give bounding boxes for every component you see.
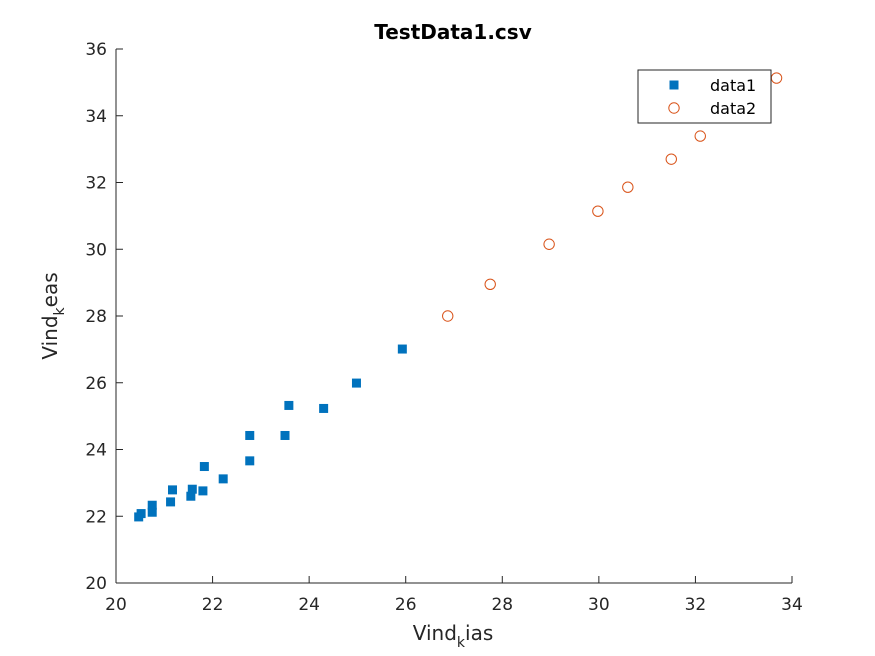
data-point <box>147 507 157 517</box>
x-axis-ticks: 20 22 24 26 28 30 32 34 <box>105 576 803 615</box>
data-point <box>187 484 197 494</box>
data-point <box>198 486 208 496</box>
y-tick-label: 36 <box>85 40 107 60</box>
data-point <box>351 378 361 388</box>
data-point <box>186 491 196 501</box>
x-tick-label: 24 <box>298 595 320 615</box>
x-tick-label: 28 <box>491 595 513 615</box>
y-tick-label: 34 <box>85 107 107 127</box>
data-point <box>136 509 146 519</box>
data-point <box>543 238 555 250</box>
x-tick-label: 32 <box>685 595 707 615</box>
data-point <box>245 456 255 466</box>
chart-title: TestData1.csv <box>374 20 531 44</box>
x-tick-label: 26 <box>395 595 417 615</box>
x-tick-label: 34 <box>781 595 803 615</box>
data-point <box>199 462 209 472</box>
legend-label: data2 <box>710 99 756 118</box>
legend-label: data1 <box>710 76 756 95</box>
x-tick-label: 22 <box>202 595 224 615</box>
series-data1 <box>134 344 407 522</box>
data-point <box>442 310 454 322</box>
data-point <box>592 205 604 217</box>
data-point <box>166 497 176 507</box>
y-tick-label: 28 <box>85 307 107 327</box>
data-point <box>280 430 290 440</box>
data-point <box>147 500 157 510</box>
data-point <box>665 153 677 165</box>
y-tick-label: 30 <box>85 240 107 260</box>
data-point <box>284 400 294 410</box>
plot-background <box>116 49 792 583</box>
data-point <box>167 485 177 495</box>
legend-items: data1 data2 <box>668 76 756 118</box>
data-point <box>218 474 228 484</box>
series-layer <box>134 72 783 522</box>
y-tick-label: 22 <box>85 507 107 527</box>
data-point <box>245 430 255 440</box>
x-axis-label: Vindkias <box>413 621 494 651</box>
plot-area: 20 22 24 26 28 30 32 34 20 22 24 26 28 30 32 34 36 <box>85 40 802 615</box>
data-point <box>319 403 329 413</box>
y-axis-label: Vindkeas <box>38 272 68 359</box>
legend-box <box>637 69 772 124</box>
legend-marker-data2 <box>668 102 680 114</box>
data-point <box>622 181 634 193</box>
y-tick-label: 24 <box>85 441 107 461</box>
y-tick-label: 26 <box>85 374 107 394</box>
data-point <box>397 344 407 354</box>
y-axis-ticks: 20 22 24 26 28 30 32 34 36 <box>85 40 123 594</box>
data-point <box>484 278 496 290</box>
y-tick-label: 20 <box>85 574 107 594</box>
data-point <box>694 130 706 142</box>
x-tick-label: 20 <box>105 595 127 615</box>
legend: data1 data2 <box>637 69 772 124</box>
legend-marker-data1 <box>669 80 679 90</box>
series-data2 <box>442 72 783 322</box>
x-tick-label: 30 <box>588 595 610 615</box>
y-tick-label: 32 <box>85 174 107 194</box>
